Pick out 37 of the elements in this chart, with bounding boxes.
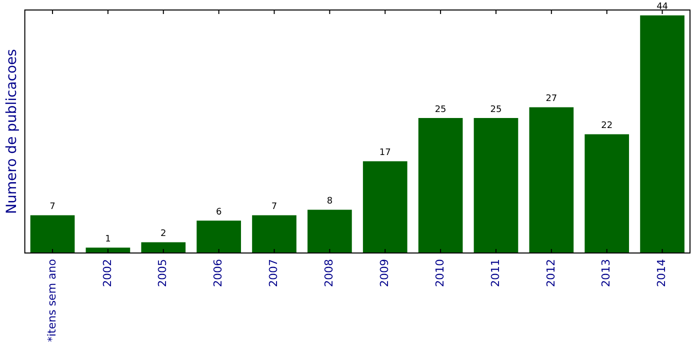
data-label: 25 (434, 104, 446, 115)
data-label: 8 (326, 196, 333, 207)
x-tick-label: *itens sem ano (45, 258, 58, 342)
data-label: 44 (656, 2, 668, 12)
data-label: 17 (379, 148, 391, 158)
x-tick-label: 2011 (488, 259, 502, 288)
bar (529, 107, 574, 254)
data-label: 27 (546, 94, 558, 104)
x-tick-label: 2010 (433, 259, 446, 288)
bar (86, 248, 130, 254)
x-tick-label: 2013 (600, 259, 613, 288)
bar (418, 118, 463, 254)
bar (584, 134, 630, 254)
bar (308, 210, 352, 254)
data-label: 2 (160, 229, 166, 240)
data-label: 6 (216, 207, 222, 218)
x-tick-label: 2014 (655, 259, 668, 288)
data-label: 22 (601, 121, 613, 132)
data-label: 25 (490, 104, 502, 115)
x-tick-label: 2007 (267, 259, 280, 288)
x-tick-label: 2008 (322, 259, 336, 288)
bar (362, 161, 408, 254)
data-label: 7 (50, 202, 56, 212)
data-label: 1 (105, 234, 111, 244)
bar (196, 220, 241, 254)
bar (252, 215, 296, 254)
bar (30, 215, 75, 254)
x-tick-label: 2005 (156, 259, 170, 288)
data-label: 7 (271, 202, 278, 212)
x-tick-label: 2009 (378, 259, 391, 288)
x-tick-label: 2002 (100, 259, 114, 288)
bar (474, 118, 518, 254)
bar (141, 242, 186, 254)
y-axis-title: Numero de publicacoes (4, 49, 20, 214)
x-tick-label: 2006 (212, 259, 225, 288)
bar (640, 15, 684, 254)
x-tick-label: 2012 (544, 259, 558, 288)
